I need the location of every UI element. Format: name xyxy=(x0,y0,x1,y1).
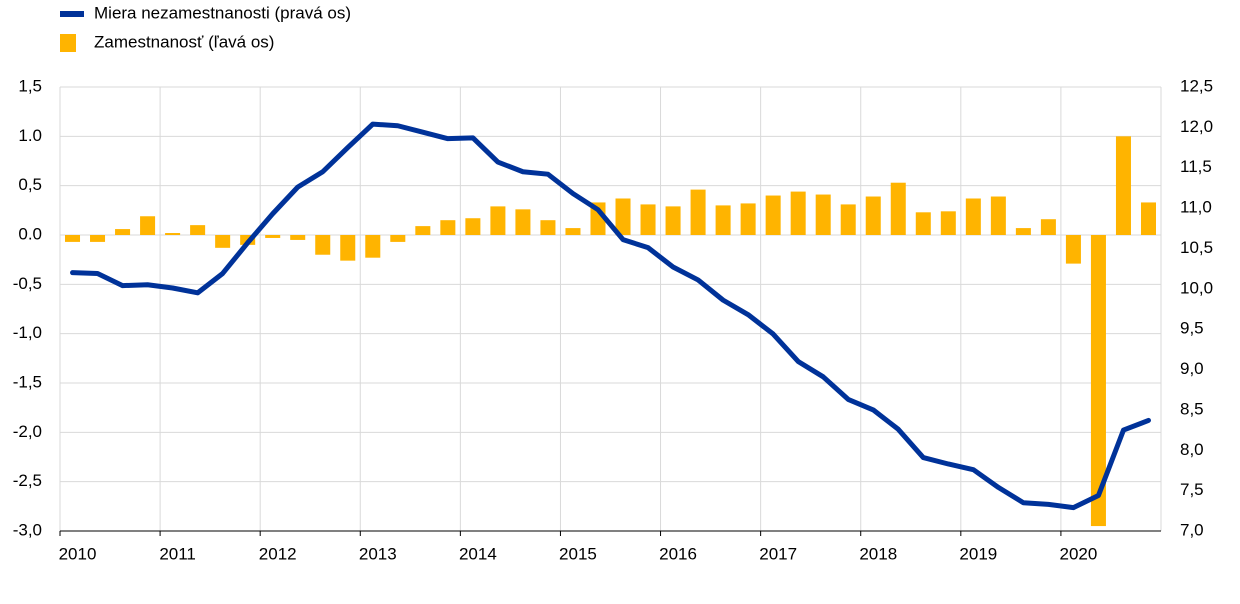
bar xyxy=(515,209,531,235)
bar xyxy=(565,228,581,235)
bar xyxy=(90,235,106,242)
y-tick-label: 1.0 xyxy=(18,126,42,145)
y-tick-label: 1,5 xyxy=(18,76,42,95)
bar xyxy=(1140,202,1156,235)
y2-tick-label: 11,5 xyxy=(1180,157,1212,176)
y2-tick-label: 12,0 xyxy=(1180,117,1213,136)
bar xyxy=(140,216,156,235)
y2-tick-label: 8,5 xyxy=(1180,399,1204,418)
bar xyxy=(765,195,781,235)
bar xyxy=(890,182,906,235)
y-tick-label: 0.0 xyxy=(18,224,42,243)
bar xyxy=(65,235,81,242)
bar xyxy=(340,235,356,261)
x-tick-label: 2015 xyxy=(559,544,597,563)
bar xyxy=(215,235,231,248)
bar xyxy=(640,204,656,235)
y-tick-label: -3,0 xyxy=(13,520,42,539)
bar xyxy=(415,226,431,235)
x-tick-label: 2018 xyxy=(859,544,897,563)
bar xyxy=(965,198,981,235)
y2-tick-label: 11,0 xyxy=(1180,198,1212,217)
bar xyxy=(790,191,806,235)
x-tick-label: 2019 xyxy=(959,544,997,563)
x-tick-label: 2011 xyxy=(159,544,196,563)
bar xyxy=(715,205,731,235)
bar xyxy=(615,198,631,235)
bar xyxy=(990,196,1006,235)
bar xyxy=(290,235,306,240)
legend-swatch xyxy=(60,34,76,52)
bar xyxy=(390,235,406,242)
y2-tick-label: 7,0 xyxy=(1180,520,1204,539)
bar xyxy=(740,203,756,235)
y2-tick-label: 12,5 xyxy=(1180,76,1213,95)
bar xyxy=(1015,228,1031,235)
x-tick-label: 2013 xyxy=(359,544,397,563)
bar xyxy=(490,206,506,235)
bar xyxy=(115,229,131,235)
x-tick-label: 2020 xyxy=(1060,544,1098,563)
bar xyxy=(1040,219,1056,235)
bar xyxy=(165,233,181,235)
bar xyxy=(915,212,931,235)
bar xyxy=(815,194,831,235)
y-tick-label: -2,0 xyxy=(13,422,42,441)
y2-tick-label: 9,0 xyxy=(1180,359,1204,378)
bar xyxy=(365,235,381,258)
bar xyxy=(1115,136,1131,235)
bar xyxy=(1065,235,1081,264)
x-tick-label: 2016 xyxy=(659,544,697,563)
bar xyxy=(1090,235,1106,527)
bar xyxy=(940,211,956,235)
y-tick-label: -2,5 xyxy=(13,471,42,490)
bar xyxy=(840,204,856,235)
y2-tick-label: 10,5 xyxy=(1180,238,1213,257)
bar xyxy=(315,235,331,255)
legend-swatch xyxy=(60,11,84,17)
bar xyxy=(465,218,481,235)
bar xyxy=(540,220,556,235)
line xyxy=(70,121,1151,511)
x-tick-label: 2012 xyxy=(259,544,297,563)
bar xyxy=(440,220,456,235)
x-tick-label: 2017 xyxy=(759,544,797,563)
legend-label: Zamestnanosť (ľavá os) xyxy=(94,32,274,51)
bar xyxy=(690,189,706,235)
y-tick-label: -0,5 xyxy=(13,274,42,293)
y-tick-label: 0,5 xyxy=(18,175,42,194)
bar xyxy=(865,196,881,235)
y2-tick-label: 7,5 xyxy=(1180,480,1204,499)
bar xyxy=(265,235,281,238)
bar xyxy=(665,206,681,235)
y-tick-label: -1,5 xyxy=(13,372,42,391)
x-tick-label: 2014 xyxy=(459,544,497,563)
y-tick-label: -1,0 xyxy=(13,323,42,342)
y2-tick-label: 10,0 xyxy=(1180,278,1213,297)
bar xyxy=(190,225,206,235)
y2-tick-label: 8,0 xyxy=(1180,440,1204,459)
legend-label: Miera nezamestnanosti (pravá os) xyxy=(94,3,351,22)
x-tick-label: 2010 xyxy=(59,544,97,563)
y2-tick-label: 9,5 xyxy=(1180,319,1204,338)
